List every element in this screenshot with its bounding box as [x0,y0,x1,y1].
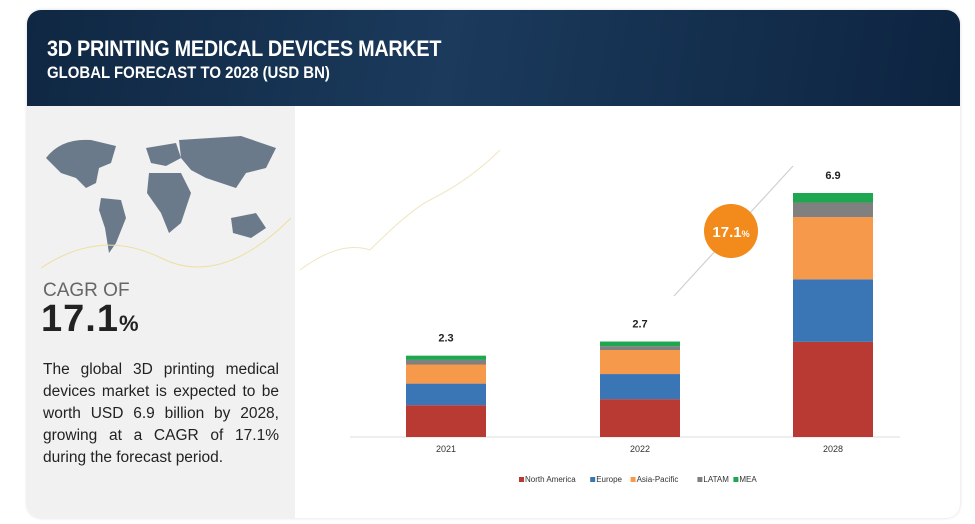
summary-panel: CAGR OF 17.1% The global 3D printing med… [27,106,295,518]
page-title: 3D PRINTING MEDICAL DEVICES MARKET [47,36,442,61]
legend-swatch [733,477,739,482]
bar-2022-latam [600,346,680,351]
svg-text:17.1%: 17.1% [712,224,749,241]
page-subtitle: GLOBAL FORECAST TO 2028 (USD BN) [47,63,330,82]
world-map-icon [41,136,291,269]
legend-label: MEA [739,475,757,484]
cagr-value: 17.1% [41,298,140,340]
cagr-label: CAGR OF [43,280,130,301]
legend-label: North America [525,475,576,484]
total-label: 2.3 [438,333,453,345]
legend-swatch [697,477,703,482]
header-banner: 3D PRINTING MEDICAL DEVICES MARKET GLOBA… [27,10,960,106]
cagr-badge: 17.1% [704,204,758,258]
bar-2021-mea [406,355,486,360]
bar-2022-asia-pacific [600,350,680,375]
bar-2022-europe [600,374,680,400]
legend-swatch [519,477,524,482]
bar-2028-north-america [793,341,873,437]
bar-2021-north-america [406,405,486,437]
legend-label: Asia-Pacific [637,475,679,484]
x-tick-label: 2028 [823,444,843,454]
bar-2028-asia-pacific [793,217,873,280]
total-label: 2.7 [632,319,647,331]
x-tick-label: 2021 [436,444,456,454]
legend-label: Europe [596,475,622,484]
bar-2021-asia-pacific [406,364,486,384]
bar-2022-mea [600,341,680,347]
legend-label: LATAM [703,475,729,484]
total-label: 6.9 [825,170,840,182]
decorative-curve [299,149,501,271]
bar-2021-europe [406,383,486,406]
legend-swatch [590,477,596,482]
bar-2021-latam [406,359,486,365]
bar-2028-europe [793,279,873,342]
bar-2028-mea [793,193,873,203]
market-description: The global 3D printing medical devices m… [43,361,279,466]
bar-2028-latam [793,202,873,218]
x-tick-label: 2022 [630,444,650,454]
bar-2022-north-america [600,399,680,437]
legend-swatch [630,477,636,482]
